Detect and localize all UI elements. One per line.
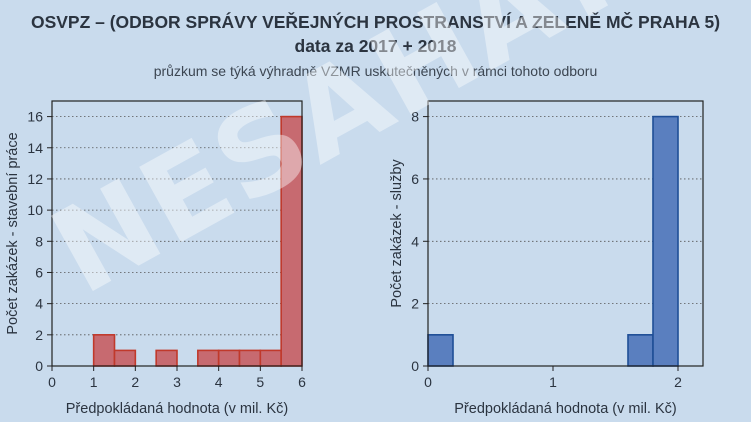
x-axis-label: Předpokládaná hodnota (v mil. Kč)	[66, 401, 288, 417]
chart-title: OSVPZ – (ODBOR SPRÁVY VEŘEJNÝCH PROSTRAN…	[30, 12, 721, 32]
histogram-bar	[155, 349, 178, 367]
histogram-bar	[197, 349, 220, 367]
histogram-bar	[259, 349, 282, 367]
plot-area	[52, 101, 302, 366]
y-tick-label: 12	[27, 171, 43, 187]
y-axis-label: Počet zakázek - služby	[389, 159, 405, 308]
y-tick-label: 8	[411, 109, 419, 125]
x-tick-label: 0	[424, 374, 432, 390]
histogram-bar	[217, 349, 241, 367]
y-tick-label: 8	[35, 233, 43, 249]
y-tick-label: 2	[35, 327, 43, 343]
y-tick-label: 14	[27, 140, 43, 156]
histogram-bar	[238, 349, 262, 367]
histogram-bar	[427, 334, 454, 367]
x-tick-label: 2	[131, 374, 139, 390]
x-tick-label: 3	[173, 374, 181, 390]
y-tick-label: 6	[411, 171, 419, 187]
y-tick-label: 0	[411, 358, 419, 374]
x-tick-label: 1	[549, 374, 557, 390]
histogram-bar	[652, 115, 679, 367]
y-tick-label: 16	[27, 109, 43, 125]
chart-subtitle: průzkum se týká výhradně VZMR uskutečněn…	[153, 63, 598, 79]
y-tick-label: 4	[35, 296, 43, 312]
y-tick-label: 2	[411, 296, 419, 312]
x-tick-label: 6	[298, 374, 306, 390]
x-tick-label: 1	[90, 374, 98, 390]
histogram-bar	[627, 334, 654, 367]
y-tick-label: 0	[35, 358, 43, 374]
chart-title-years: data za 2017 + 2018	[294, 36, 457, 56]
plot-frame	[427, 100, 704, 367]
x-axis-label: Předpokládaná hodnota (v mil. Kč)	[454, 401, 676, 417]
x-tick-label: 0	[48, 374, 56, 390]
x-tick-label: 2	[674, 374, 682, 390]
y-tick-label: 10	[27, 202, 43, 218]
histogram-bar	[280, 115, 303, 367]
y-tick-label: 4	[411, 233, 419, 249]
x-tick-label: 4	[215, 374, 223, 390]
x-tick-label: 5	[256, 374, 264, 390]
histogram-bar	[113, 349, 137, 367]
y-axis-label: Počet zakázek - stavební práce	[5, 132, 21, 334]
y-tick-label: 6	[35, 264, 43, 280]
histogram-bar	[92, 334, 116, 367]
